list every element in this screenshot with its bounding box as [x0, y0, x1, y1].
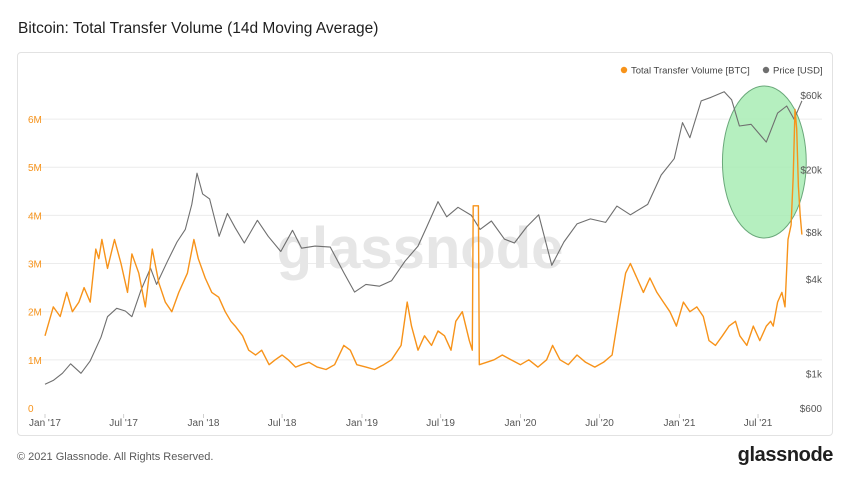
x-tick-label: Jan '21	[663, 418, 695, 429]
chart-panel	[17, 52, 833, 436]
y-left-tick-label: 0	[28, 404, 34, 415]
x-tick-label: Jul '20	[585, 418, 614, 429]
legend[interactable]: Total Transfer Volume [BTC] Price [USD]	[620, 66, 823, 77]
volume-line	[44, 108, 803, 371]
y-left-tick-label: 6M	[28, 115, 42, 126]
x-tick-label: Jan '18	[188, 418, 220, 429]
y-right-tick-label: $600	[800, 404, 823, 415]
y-right-tick-label: $1k	[806, 369, 823, 380]
legend-label: Total Transfer Volume [BTC]	[631, 66, 750, 77]
x-tick-label: Jan '17	[29, 418, 61, 429]
x-tick-label: Jan '20	[505, 418, 537, 429]
y-axis-left: 0 1M 2M 3M 4M 5M 6M	[28, 115, 42, 415]
x-tick-label: Jan '19	[346, 418, 378, 429]
y-right-tick-label: $4k	[806, 275, 823, 286]
x-axis: Jan '17 Jul '17 Jan '18 Jul '18 Jan '19 Jul '…	[29, 414, 773, 429]
legend-marker	[762, 66, 770, 74]
y-right-tick-label: $8k	[806, 228, 823, 239]
y-right-tick-label: $60k	[800, 91, 823, 102]
brand-logo[interactable]: glassnode	[737, 444, 834, 466]
y-axis-right: $600 $1k $4k $8k $20k $60k	[800, 91, 823, 415]
y-right-tick-label: $20k	[800, 166, 823, 177]
y-left-tick-label: 2M	[28, 308, 42, 319]
legend-label: Price [USD]	[773, 66, 823, 77]
x-tick-label: Jul '18	[268, 418, 297, 429]
legend-marker	[620, 66, 628, 74]
x-tick-label: Jul '19	[426, 418, 455, 429]
series-lines	[44, 91, 803, 385]
copyright-text: © 2021 Glassnode. All Rights Reserved.	[17, 451, 214, 463]
highlight-ellipse-group	[721, 85, 807, 239]
chart-title: Bitcoin: Total Transfer Volume (14d Movi…	[18, 20, 379, 37]
y-left-tick-label: 1M	[28, 356, 42, 367]
y-left-tick-label: 3M	[28, 260, 42, 271]
y-left-tick-label: 5M	[28, 163, 42, 174]
y-left-tick-label: 4M	[28, 211, 42, 222]
highlight-ellipse	[721, 85, 807, 239]
x-tick-label: Jul '21	[744, 418, 773, 429]
watermark: glassnode	[277, 216, 564, 281]
x-tick-label: Jul '17	[109, 418, 138, 429]
grid-lines	[28, 118, 822, 361]
